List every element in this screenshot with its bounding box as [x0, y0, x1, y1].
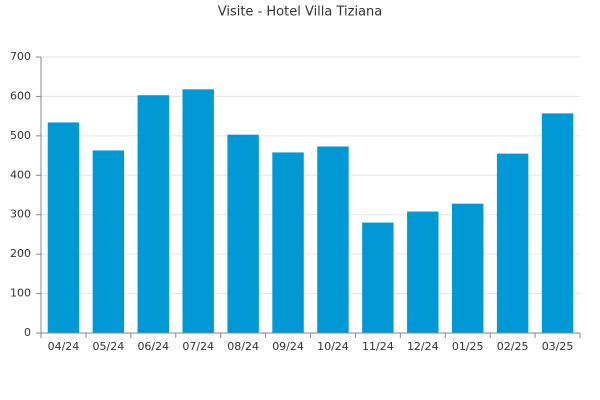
x-tick-label: 01/25	[452, 340, 484, 353]
bar	[137, 95, 170, 333]
y-tick-label: 0	[24, 326, 31, 339]
x-tick-label: 08/24	[227, 340, 259, 353]
y-tick-label: 200	[10, 247, 31, 260]
y-tick-label: 600	[10, 89, 31, 102]
x-tick-label: 06/24	[137, 340, 169, 353]
x-tick-label: 04/24	[48, 340, 80, 353]
bar	[182, 89, 214, 334]
bar	[47, 122, 80, 333]
y-tick-label: 700	[10, 50, 31, 63]
x-tick-label: 10/24	[317, 340, 349, 353]
x-tick-label: 12/24	[407, 340, 439, 353]
bar	[496, 153, 529, 333]
y-tick-label: 400	[10, 168, 31, 181]
x-tick-label: 02/25	[497, 340, 529, 353]
y-tick-label: 500	[10, 129, 31, 142]
bar	[407, 211, 439, 333]
bar	[92, 150, 125, 333]
bar	[272, 152, 304, 333]
chart-title: Visite - Hotel Villa Tiziana	[218, 5, 383, 20]
x-tick-label: 11/24	[362, 340, 394, 353]
x-tick-label: 09/24	[272, 340, 304, 353]
x-tick-label: 05/24	[93, 340, 125, 353]
y-tick-label: 300	[10, 208, 31, 221]
x-tick-label: 03/25	[542, 340, 574, 353]
bar	[317, 146, 349, 333]
bar	[451, 203, 484, 333]
bar	[541, 113, 574, 333]
y-tick-label: 100	[10, 287, 31, 300]
x-tick-label: 07/24	[182, 340, 214, 353]
bar	[227, 134, 259, 333]
bar	[362, 222, 394, 333]
